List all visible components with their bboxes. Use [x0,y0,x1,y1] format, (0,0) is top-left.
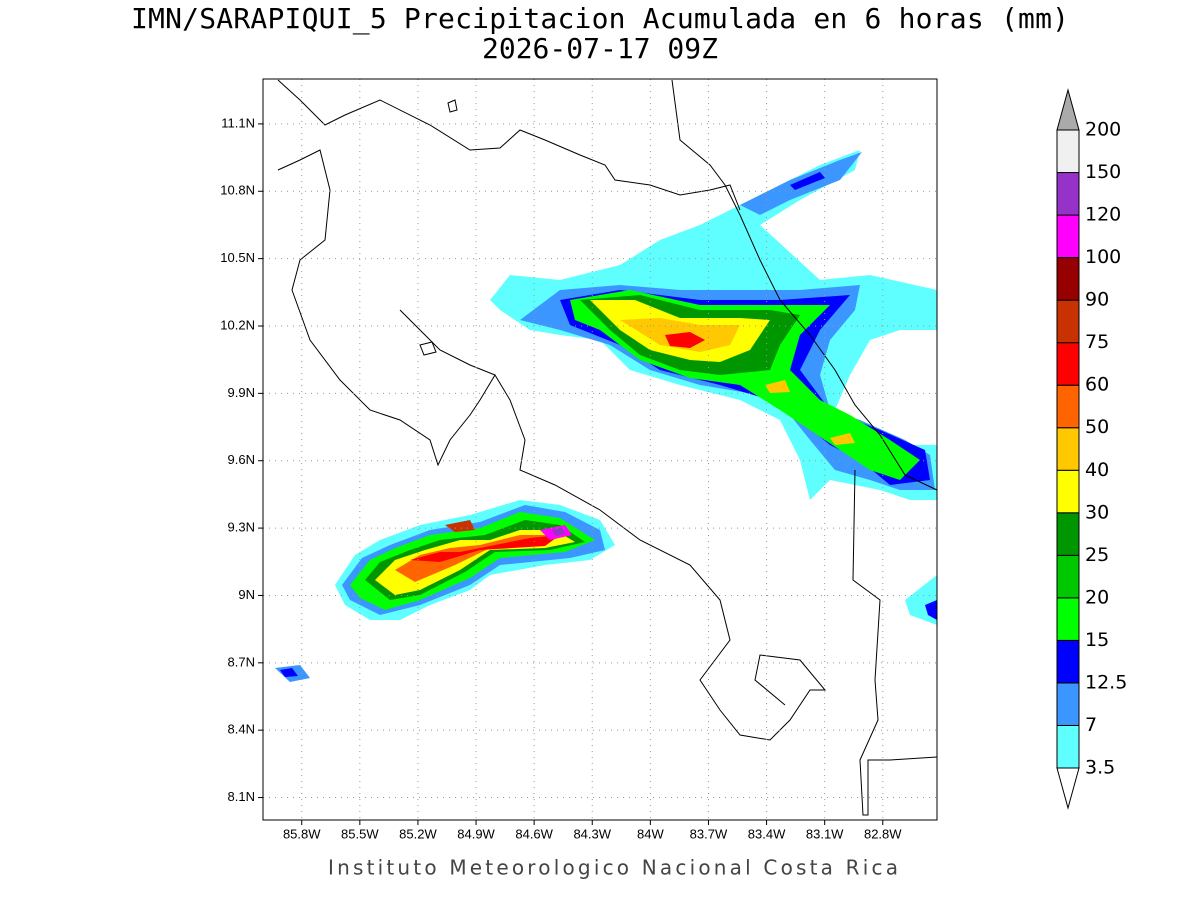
colorbar-label: 90 [1085,289,1109,311]
precip-field [275,150,937,682]
lon-tick-label: 83.7W [690,826,728,841]
lat-tick-label: 11.1N [221,115,255,130]
map-frame [262,78,938,821]
colorbar-label: 25 [1085,544,1109,566]
colorbar-box [1056,682,1080,726]
colorbar-label: 200 [1085,119,1121,141]
lat-tick-label: 10.8N [220,183,255,198]
colorbar-box [1056,597,1080,641]
lat-tick-label: 10.2N [220,317,255,332]
colorbar-box [1056,384,1080,429]
lat-tick-label: 8.4N [228,722,255,737]
colorbar-label: 60 [1085,374,1109,396]
colorbar-label: 30 [1085,501,1109,523]
lon-tick-label: 82.8W [864,826,902,841]
colorbar-box [1056,427,1080,471]
colorbar-box [1056,129,1080,174]
coastline [494,374,827,741]
colorbar-label: 120 [1085,204,1121,226]
coastline [852,469,938,816]
colorbar-box [1056,724,1080,769]
title: IMN/SARAPIQUI_5 Precipitacion Acumulada … [131,2,1069,36]
colorbar-under-arrow [1056,767,1080,810]
lat-tick-label: 8.7N [228,654,255,669]
colorbar-box [1056,639,1080,684]
colorbar-label: 12.5 [1085,671,1127,693]
lat-tick-label: 10.5N [220,250,255,265]
lon-tick-label: 84W [637,826,664,841]
colorbar-label: 75 [1085,331,1109,353]
lat-tick-label: 8.1N [228,789,255,804]
colorbar: 3.5 7 12.5 15 20 25 30 40 50 60 75 90 100 120 150 200 [1056,88,1127,810]
colorbar-label: 15 [1085,629,1109,651]
colorbar-label: 3.5 [1085,757,1115,779]
footer: Instituto Meteorologico Nacional Costa R… [328,856,898,880]
colorbar-box [1056,172,1080,216]
axes: 85.8W 85.5W 85.2W 84.9W 84.6W 84.3W 84W 83.7W 83… [220,79,937,841]
colorbar-label: 50 [1085,416,1109,438]
coastline [671,79,938,491]
lon-tick-label: 84.9W [457,826,495,841]
lat-tick-label: 9.9N [228,385,255,400]
lon-tick-label: 84.6W [515,826,553,841]
lat-tick-label: 9N [238,587,255,602]
island [447,99,458,113]
island [419,341,437,356]
colorbar-box [1056,554,1080,599]
lon-tick-label: 83.1W [806,826,844,841]
lon-tick-label: 85.2W [399,826,437,841]
colorbar-over-arrow [1056,88,1080,131]
lat-tick-label: 9.6N [228,452,255,467]
colorbar-label: 40 [1085,459,1109,481]
colorbar-label: 7 [1085,714,1097,736]
coastline [277,149,496,467]
lon-tick-label: 83.4W [748,826,786,841]
colorbar-box [1056,469,1080,514]
lon-tick-label: 85.8W [283,826,321,841]
subtitle: 2026-07-17 09Z [482,32,718,65]
coastline [277,79,741,211]
lon-tick-label: 85.5W [341,826,379,841]
colorbar-label: 100 [1085,246,1121,268]
coastlines [277,79,938,816]
colorbar-label: 150 [1085,161,1121,183]
colorbar-box [1056,342,1080,386]
colorbar-box [1056,512,1080,556]
colorbar-label: 20 [1085,586,1109,608]
colorbar-box [1056,214,1080,259]
lon-tick-label: 84.3W [573,826,611,841]
colorbar-box [1056,299,1080,344]
colorbar-box [1056,257,1080,301]
lat-tick-label: 9.3N [228,520,255,535]
